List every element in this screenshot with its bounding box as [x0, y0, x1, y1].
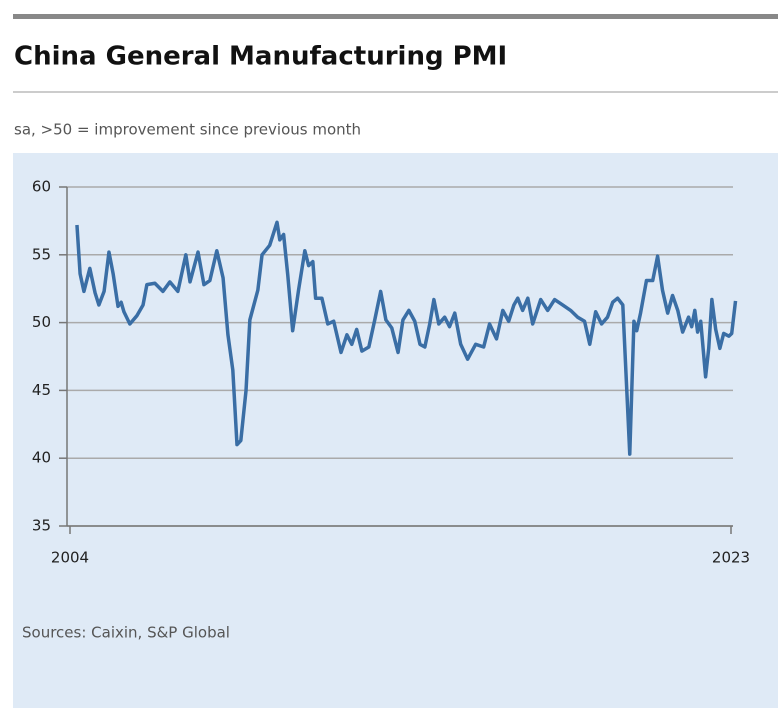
plot-area: 35 40 45 50 55 60 2004 2023	[32, 178, 750, 567]
x-tick-label: 2004	[51, 549, 89, 567]
data-line	[75, 220, 738, 456]
y-tick-label: 35	[32, 517, 51, 535]
y-tick-label: 40	[32, 449, 51, 467]
plot-panel	[13, 153, 778, 708]
top-bar	[13, 14, 778, 19]
y-tick-label: 45	[32, 381, 51, 399]
chart-title: China General Manufacturing PMI	[14, 42, 507, 72]
y-tick-label: 50	[32, 313, 51, 331]
subtitle: sa, >50 = improvement since previous mon…	[14, 121, 361, 139]
y-tick-label: 60	[32, 178, 51, 196]
y-tick-label: 55	[32, 245, 51, 263]
source: Sources: Caixin, S&P Global	[22, 624, 230, 642]
x-tick-label: 2023	[712, 549, 750, 567]
